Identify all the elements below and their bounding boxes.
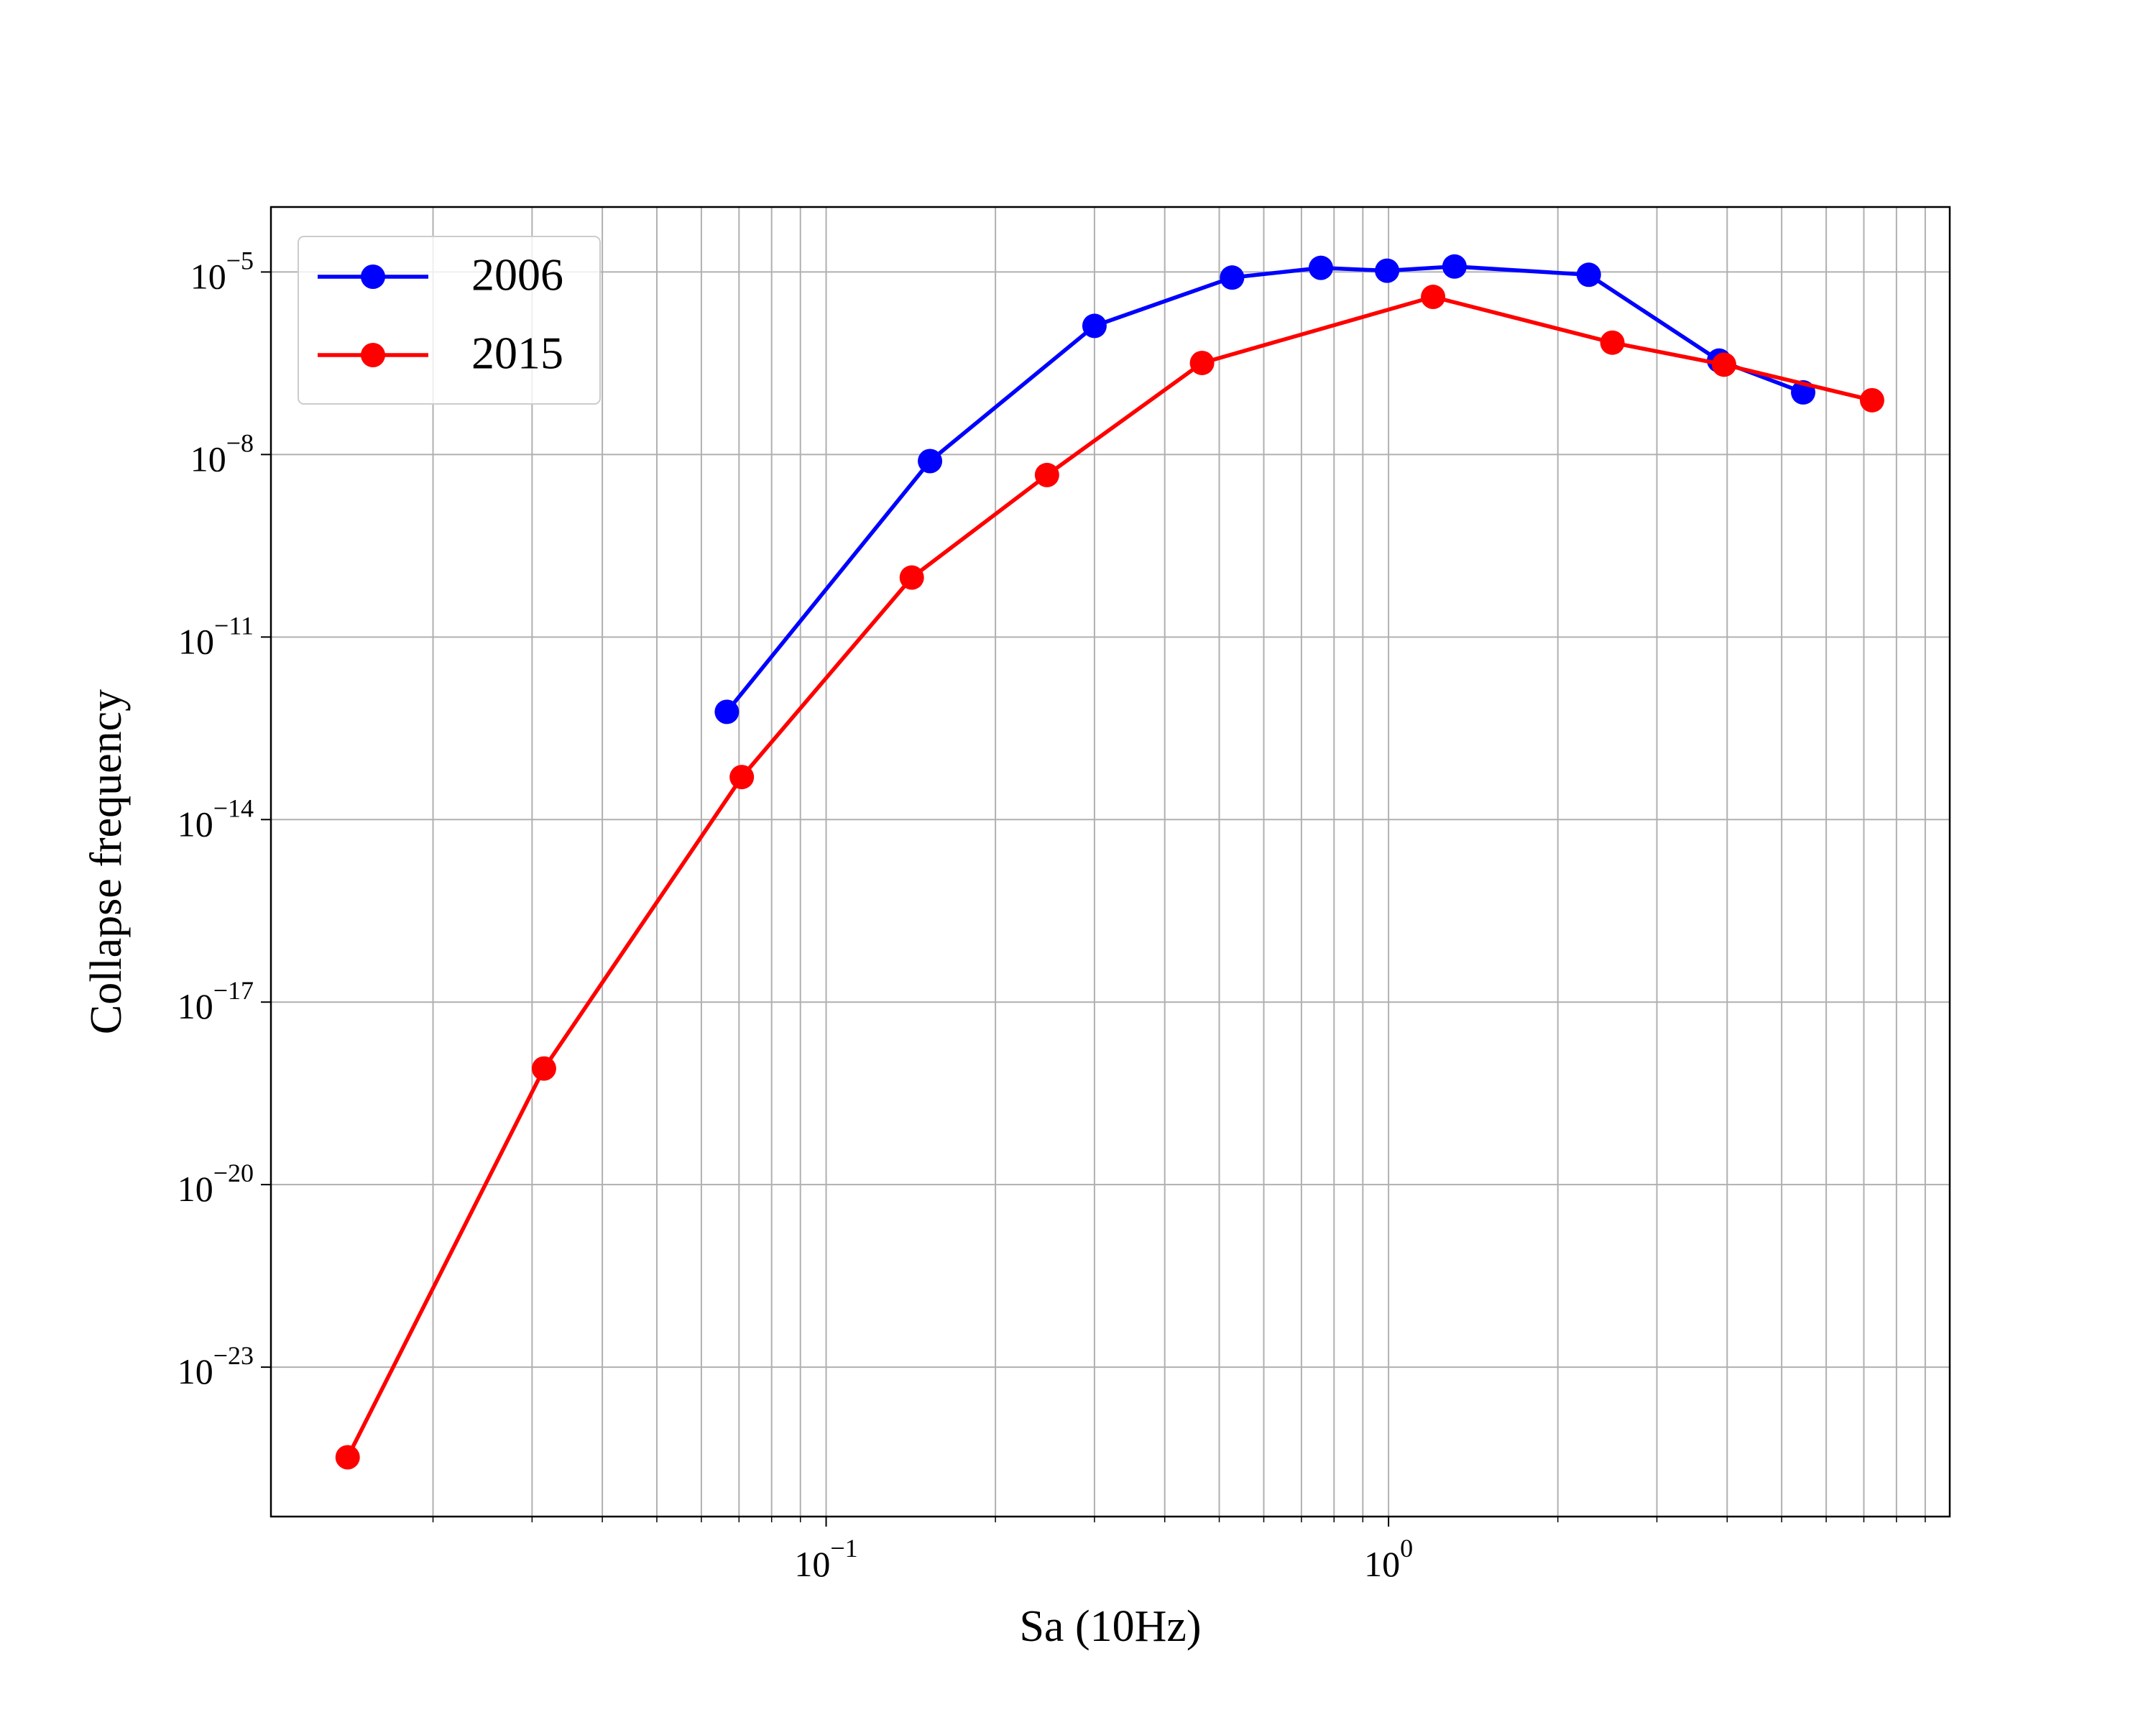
legend-label: 2015 bbox=[471, 328, 563, 379]
y-tick-label: 10−5 bbox=[190, 247, 254, 297]
series-line bbox=[346, 295, 1873, 1458]
point bbox=[1220, 265, 1245, 290]
x-axis-label: Sa (10Hz) bbox=[1019, 1602, 1201, 1651]
point bbox=[1308, 255, 1333, 280]
point bbox=[335, 1445, 360, 1470]
y-tick-label: 10−8 bbox=[190, 429, 254, 479]
series-line bbox=[725, 264, 1805, 714]
point bbox=[1375, 258, 1400, 283]
point bbox=[714, 699, 740, 724]
legend-marker bbox=[361, 343, 385, 367]
y-tick-label: 10−14 bbox=[178, 794, 254, 845]
y-axis-label: Collapse frequency bbox=[82, 689, 131, 1034]
point bbox=[918, 448, 943, 474]
point bbox=[1859, 387, 1884, 413]
point bbox=[531, 1056, 556, 1081]
point bbox=[1189, 350, 1215, 375]
point bbox=[1442, 254, 1467, 279]
y-tick-label: 10−11 bbox=[178, 612, 254, 662]
plot-frame bbox=[270, 206, 1951, 1518]
legend-marker bbox=[361, 264, 385, 289]
point bbox=[1421, 285, 1446, 310]
y-tick-label: 10−23 bbox=[178, 1341, 254, 1392]
point bbox=[1082, 313, 1107, 339]
y-tick-label: 10−17 bbox=[178, 976, 254, 1026]
point bbox=[899, 565, 924, 590]
point bbox=[1712, 352, 1737, 377]
point bbox=[1576, 262, 1601, 288]
y-tick-label: 10−20 bbox=[178, 1159, 254, 1209]
legend-label: 2006 bbox=[471, 249, 563, 300]
point bbox=[1600, 330, 1625, 355]
point bbox=[729, 765, 755, 790]
point bbox=[1034, 462, 1059, 487]
x-tick-label: 100 bbox=[1364, 1534, 1413, 1584]
x-tick-label: 10−1 bbox=[794, 1534, 857, 1584]
